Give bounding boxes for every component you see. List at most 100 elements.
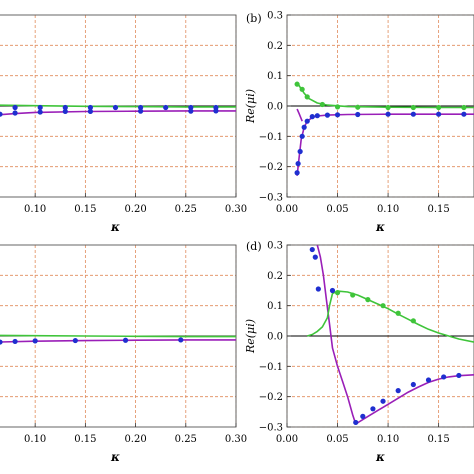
data-point-blue xyxy=(12,104,18,111)
x-tick-label: 0.30 xyxy=(225,434,247,445)
panel-label: (d) xyxy=(246,240,262,253)
data-point-blue xyxy=(87,104,93,111)
data-point-blue xyxy=(295,161,301,167)
series-line-green xyxy=(0,334,236,338)
data-point-blue xyxy=(441,374,447,380)
y-axis-label: Re(μi) xyxy=(244,89,257,124)
x-tick-label: 0.00 xyxy=(276,204,298,215)
data-point-green xyxy=(410,104,416,111)
series-line-purple xyxy=(0,339,236,343)
data-point-blue xyxy=(329,287,336,294)
data-point-blue xyxy=(294,170,300,176)
data-point-green xyxy=(461,104,467,111)
x-tick-label: 0.15 xyxy=(74,204,96,215)
x-tick-label: 0.15 xyxy=(427,434,449,445)
data-point-green xyxy=(299,86,305,92)
data-point-blue xyxy=(12,110,18,116)
x-tick-label: 0.10 xyxy=(377,204,399,215)
x-tick-label: 0.20 xyxy=(124,204,146,215)
data-point-blue xyxy=(385,111,391,117)
data-point-green xyxy=(319,101,325,108)
data-point-green xyxy=(294,81,300,87)
x-tick-label: 0.00 xyxy=(276,434,298,445)
y-tick-label: −0.2 xyxy=(259,392,283,403)
data-point-blue xyxy=(370,406,376,412)
x-tick-label: 0.25 xyxy=(175,204,197,215)
series-line-green xyxy=(0,104,236,108)
data-point-blue xyxy=(324,112,331,118)
x-tick-label: 0.10 xyxy=(377,434,399,445)
data-point-blue xyxy=(138,104,144,111)
data-point-blue xyxy=(456,372,462,379)
data-point-blue xyxy=(32,338,38,344)
x-tick-label: 0.30 xyxy=(225,204,247,215)
data-point-green xyxy=(334,290,341,296)
data-point-blue xyxy=(37,104,43,111)
data-point-blue xyxy=(425,377,432,383)
x-tick-label: 0.05 xyxy=(326,434,348,445)
x-tick-label: 0.15 xyxy=(74,434,96,445)
data-point-blue xyxy=(163,104,169,111)
series-group xyxy=(306,245,474,426)
x-tick-label: 0.10 xyxy=(24,204,46,215)
y-tick-label: −0.3 xyxy=(259,423,283,434)
data-point-green xyxy=(304,94,310,100)
x-axis-label: κ xyxy=(375,220,385,234)
data-point-blue xyxy=(314,113,320,119)
data-point-blue xyxy=(0,339,3,345)
series-group xyxy=(0,104,236,117)
panel-label: (b) xyxy=(246,12,262,25)
data-point-blue xyxy=(122,337,129,343)
x-tick-label: 0.20 xyxy=(124,434,146,445)
x-axis-label: κ xyxy=(375,450,385,464)
x-tick-label: 0.10 xyxy=(24,434,46,445)
data-point-blue xyxy=(213,108,219,114)
data-point-blue xyxy=(353,419,359,426)
data-point-green xyxy=(436,104,442,111)
x-tick-label: 0.15 xyxy=(427,204,449,215)
data-point-blue xyxy=(410,381,416,388)
data-point-blue xyxy=(436,111,442,117)
y-tick-label: 0.0 xyxy=(267,332,283,343)
data-point-green xyxy=(334,104,341,110)
y-axis-label: Re(μi) xyxy=(244,319,257,354)
data-point-green xyxy=(410,318,416,324)
panel-b: 0.00 0.05 0.10 0.15 0.3 0.2 0.1 0.0 −0.1 −0.2 −0.3… xyxy=(244,11,474,234)
series-line-purple xyxy=(355,374,474,425)
data-point-blue xyxy=(301,124,307,130)
data-point-blue xyxy=(312,254,318,260)
data-point-blue xyxy=(395,388,401,394)
y-tick-label: −0.3 xyxy=(259,193,283,204)
data-point-blue xyxy=(299,133,305,139)
data-point-green xyxy=(350,292,356,298)
data-point-blue xyxy=(72,337,78,344)
data-point-blue xyxy=(355,111,361,118)
data-point-blue xyxy=(87,108,93,115)
y-tick-label: 0.3 xyxy=(267,11,283,22)
x-axis-label: κ xyxy=(110,220,120,234)
data-point-blue xyxy=(0,111,3,117)
y-tick-label: 0.1 xyxy=(267,301,283,312)
data-point-blue xyxy=(138,108,144,114)
data-point-green xyxy=(380,303,386,309)
series-line-purple xyxy=(316,245,357,425)
panel-c: 0.10 0.15 0.20 0.25 0.30 κ xyxy=(0,244,247,464)
data-point-blue xyxy=(309,114,315,120)
data-point-blue xyxy=(380,398,386,404)
data-point-green xyxy=(385,104,391,111)
y-tick-label: 0.1 xyxy=(267,71,283,82)
x-tick-label: 0.05 xyxy=(326,204,348,215)
data-point-blue xyxy=(304,118,310,124)
data-point-green xyxy=(355,104,361,110)
data-point-blue xyxy=(12,338,18,345)
y-tick-label: −0.1 xyxy=(259,362,283,373)
y-tick-label: 0.2 xyxy=(267,271,283,282)
data-point-blue xyxy=(360,413,366,419)
y-tick-label: −0.2 xyxy=(259,162,283,173)
data-point-blue xyxy=(178,337,184,343)
data-point-blue xyxy=(410,111,416,117)
data-point-blue xyxy=(62,104,68,111)
data-point-blue xyxy=(461,111,467,117)
x-axis-label: κ xyxy=(110,450,120,464)
data-point-green xyxy=(365,297,371,303)
